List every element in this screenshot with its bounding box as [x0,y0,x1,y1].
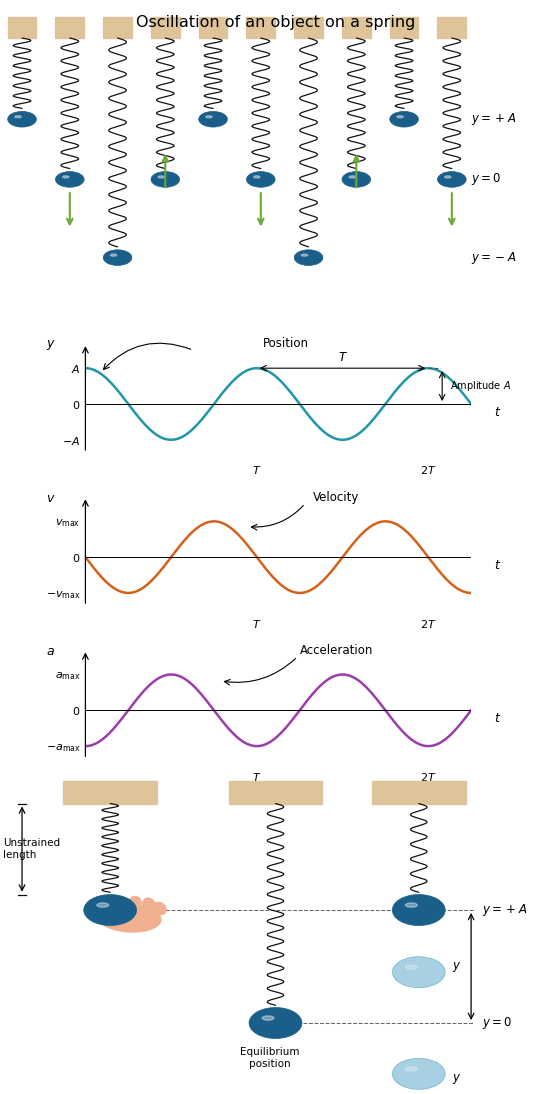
Ellipse shape [115,897,127,910]
FancyBboxPatch shape [151,18,180,38]
Circle shape [390,112,418,127]
FancyBboxPatch shape [372,781,466,803]
Ellipse shape [97,903,109,907]
Ellipse shape [87,905,112,921]
Text: $a$: $a$ [46,644,55,657]
Circle shape [392,895,445,926]
Circle shape [246,172,275,187]
Ellipse shape [158,176,165,178]
Text: Oscillation of an object on a spring: Oscillation of an object on a spring [136,15,415,31]
FancyBboxPatch shape [8,18,36,38]
Text: $y = 0$: $y = 0$ [471,172,501,187]
Circle shape [342,172,371,187]
FancyBboxPatch shape [294,18,323,38]
FancyBboxPatch shape [342,18,371,38]
Circle shape [103,249,132,266]
Ellipse shape [206,116,212,118]
Ellipse shape [445,176,451,178]
FancyBboxPatch shape [103,18,132,38]
FancyBboxPatch shape [229,781,322,803]
FancyBboxPatch shape [390,18,418,38]
Ellipse shape [63,176,69,178]
Ellipse shape [406,1067,417,1071]
Text: $y = +A$: $y = +A$ [471,112,516,127]
Text: $t$: $t$ [494,712,501,725]
Circle shape [249,1008,302,1038]
Text: $t$: $t$ [494,406,501,419]
Text: $t$: $t$ [494,559,501,572]
Text: $T$: $T$ [338,351,348,364]
Ellipse shape [406,903,417,907]
Circle shape [199,112,228,127]
Ellipse shape [406,965,417,969]
Ellipse shape [15,116,21,118]
Text: $y = +A$: $y = +A$ [482,903,527,918]
Circle shape [151,172,180,187]
FancyBboxPatch shape [199,18,228,38]
Circle shape [56,172,84,187]
Text: Equilibrium
position: Equilibrium position [240,1047,300,1069]
FancyBboxPatch shape [246,18,275,38]
Ellipse shape [349,176,355,178]
Ellipse shape [154,903,166,915]
Circle shape [294,249,323,266]
Ellipse shape [301,254,308,256]
Ellipse shape [143,898,155,910]
Text: $y = -A$: $y = -A$ [471,249,516,266]
Text: $y$: $y$ [46,338,56,352]
Ellipse shape [110,254,117,256]
Ellipse shape [262,1016,274,1021]
Circle shape [392,956,445,988]
Text: Velocity: Velocity [313,490,359,503]
Circle shape [392,1058,445,1090]
Circle shape [437,172,466,187]
FancyBboxPatch shape [437,18,466,38]
Circle shape [8,112,36,127]
Ellipse shape [397,116,403,118]
Text: $y$: $y$ [452,1072,461,1086]
FancyBboxPatch shape [63,781,157,803]
Text: $y = 0$: $y = 0$ [482,1015,512,1031]
Ellipse shape [98,905,161,932]
Text: Position: Position [263,337,309,350]
FancyBboxPatch shape [56,18,84,38]
Text: Unstrained
length: Unstrained length [3,838,60,860]
Ellipse shape [129,896,141,909]
Ellipse shape [253,176,260,178]
Circle shape [84,895,137,926]
Text: Amplitude $A$: Amplitude $A$ [450,380,511,393]
Text: $v$: $v$ [46,491,56,504]
Text: Acceleration: Acceleration [299,643,373,656]
Text: $y$: $y$ [452,959,461,974]
